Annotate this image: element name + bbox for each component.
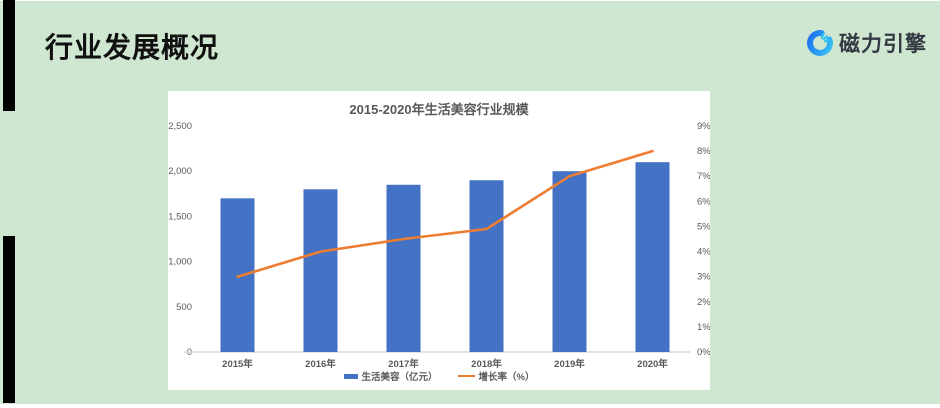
legend-item: 生活美容（亿元）	[343, 369, 438, 383]
bar-2015年	[220, 198, 255, 352]
y-axis-right-tick-label: 0%	[697, 347, 710, 358]
brand-logo-text: 磁力引擎	[839, 33, 927, 56]
chart-legend: 生活美容（亿元） 增长率（%）	[168, 369, 710, 383]
bar-2016年	[303, 189, 338, 352]
y-axis-right-tick-label: 5%	[697, 221, 710, 232]
chart-panel: 2015-2020年生活美容行业规模 05001,0001,5002,0002,…	[168, 91, 710, 390]
page-title: 行业发展概况	[45, 32, 220, 63]
legend-label: 增长率（%）	[478, 372, 535, 383]
x-axis-label: 2015年	[222, 358, 253, 370]
x-axis-label: 2019年	[554, 358, 585, 370]
y-axis-right-tick-label: 8%	[697, 146, 710, 157]
legend-label: 生活美容（亿元）	[361, 372, 438, 383]
y-axis-right-tick-label: 4%	[697, 247, 710, 258]
legend-bar-swatch	[343, 373, 358, 379]
y-axis-left-tick-label: 1,500	[168, 211, 192, 222]
brand-logo: 磁力引擎	[805, 28, 927, 58]
logo-rays	[820, 32, 831, 43]
y-axis-right-tick-label: 9%	[697, 121, 710, 132]
chart-plot: 05001,0001,5002,0002,5000%1%2%3%4%5%6%7%…	[168, 121, 710, 370]
growth-rate-line	[236, 149, 654, 278]
legend-line-swatch	[457, 374, 475, 378]
x-axis-label: 2017年	[388, 358, 419, 370]
x-axis-label: 2020年	[637, 358, 668, 370]
y-axis-right-tick-label: 3%	[697, 272, 710, 283]
accent-bar-top	[3, 0, 15, 111]
magnetic-engine-c-icon	[807, 30, 833, 56]
legend-item: 增长率（%）	[457, 369, 535, 383]
bar-2019年	[552, 171, 587, 352]
logo-c-arc	[807, 30, 833, 56]
y-axis-right-tick-label: 1%	[697, 322, 710, 333]
y-axis-right-tick-label: 2%	[697, 297, 710, 308]
y-axis-right-tick-label: 6%	[697, 196, 710, 207]
x-axis-label: 2018年	[471, 358, 502, 370]
y-axis-left-tick-label: 500	[176, 302, 192, 313]
y-axis-left-tick-label: 1,000	[168, 257, 192, 268]
chart-title: 2015-2020年生活美容行业规模	[349, 102, 529, 117]
x-axis-label: 2016年	[305, 358, 336, 370]
y-axis-left-tick-label: 2,000	[168, 166, 192, 177]
y-axis-left-tick-label: 2,500	[168, 121, 192, 132]
bar-2020年	[635, 162, 670, 352]
accent-bar-bottom	[3, 236, 15, 403]
bar-2017年	[386, 184, 421, 352]
y-axis-right-tick-label: 7%	[697, 171, 710, 182]
bar-2018年	[469, 180, 504, 352]
